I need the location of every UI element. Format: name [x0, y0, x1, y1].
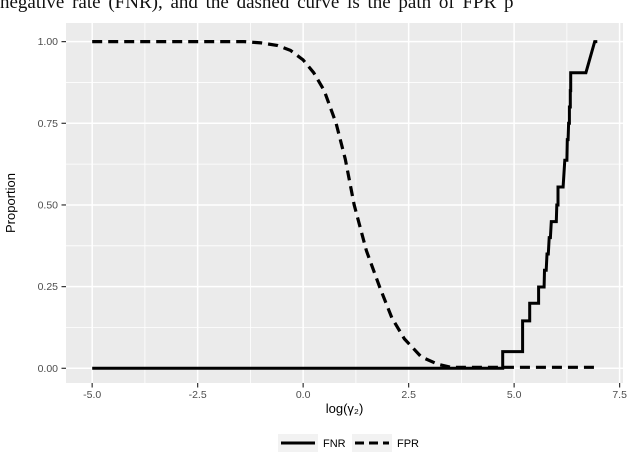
- x-tick-label: 2.5: [401, 389, 416, 401]
- fpr-line: [92, 40, 595, 369]
- y-tick-label: 0.75: [38, 118, 59, 130]
- fnr-line: [92, 40, 598, 370]
- y-tick-label: 0.00: [38, 363, 59, 375]
- major-gridlines: [66, 23, 623, 383]
- legend-label-fnr: FNR: [323, 438, 346, 450]
- x-tick-label: 7.5: [612, 389, 627, 401]
- legend: FNR FPR: [278, 434, 419, 452]
- x-axis-title: log(γ₂): [326, 401, 364, 416]
- tick-marks: [61, 41, 621, 388]
- plot-panel: [66, 23, 623, 383]
- clipped-caption-text: negative rate (FNR), and the dashed curv…: [0, 0, 640, 13]
- caption-fragment: negative rate (FNR), and the dashed curv…: [0, 0, 514, 13]
- minor-gridlines: [66, 23, 623, 383]
- y-axis-title: Proportion: [3, 173, 18, 233]
- legend-label-fpr: FPR: [397, 438, 419, 450]
- y-tick-label: 1.00: [38, 36, 59, 48]
- y-tick-label: 0.25: [38, 281, 59, 293]
- x-tick-label: -5.0: [83, 389, 101, 401]
- y-tick-label: 0.50: [38, 199, 59, 211]
- x-tick-label: 5.0: [507, 389, 522, 401]
- x-tick-label: -2.5: [189, 389, 207, 401]
- x-tick-label: 0.0: [296, 389, 311, 401]
